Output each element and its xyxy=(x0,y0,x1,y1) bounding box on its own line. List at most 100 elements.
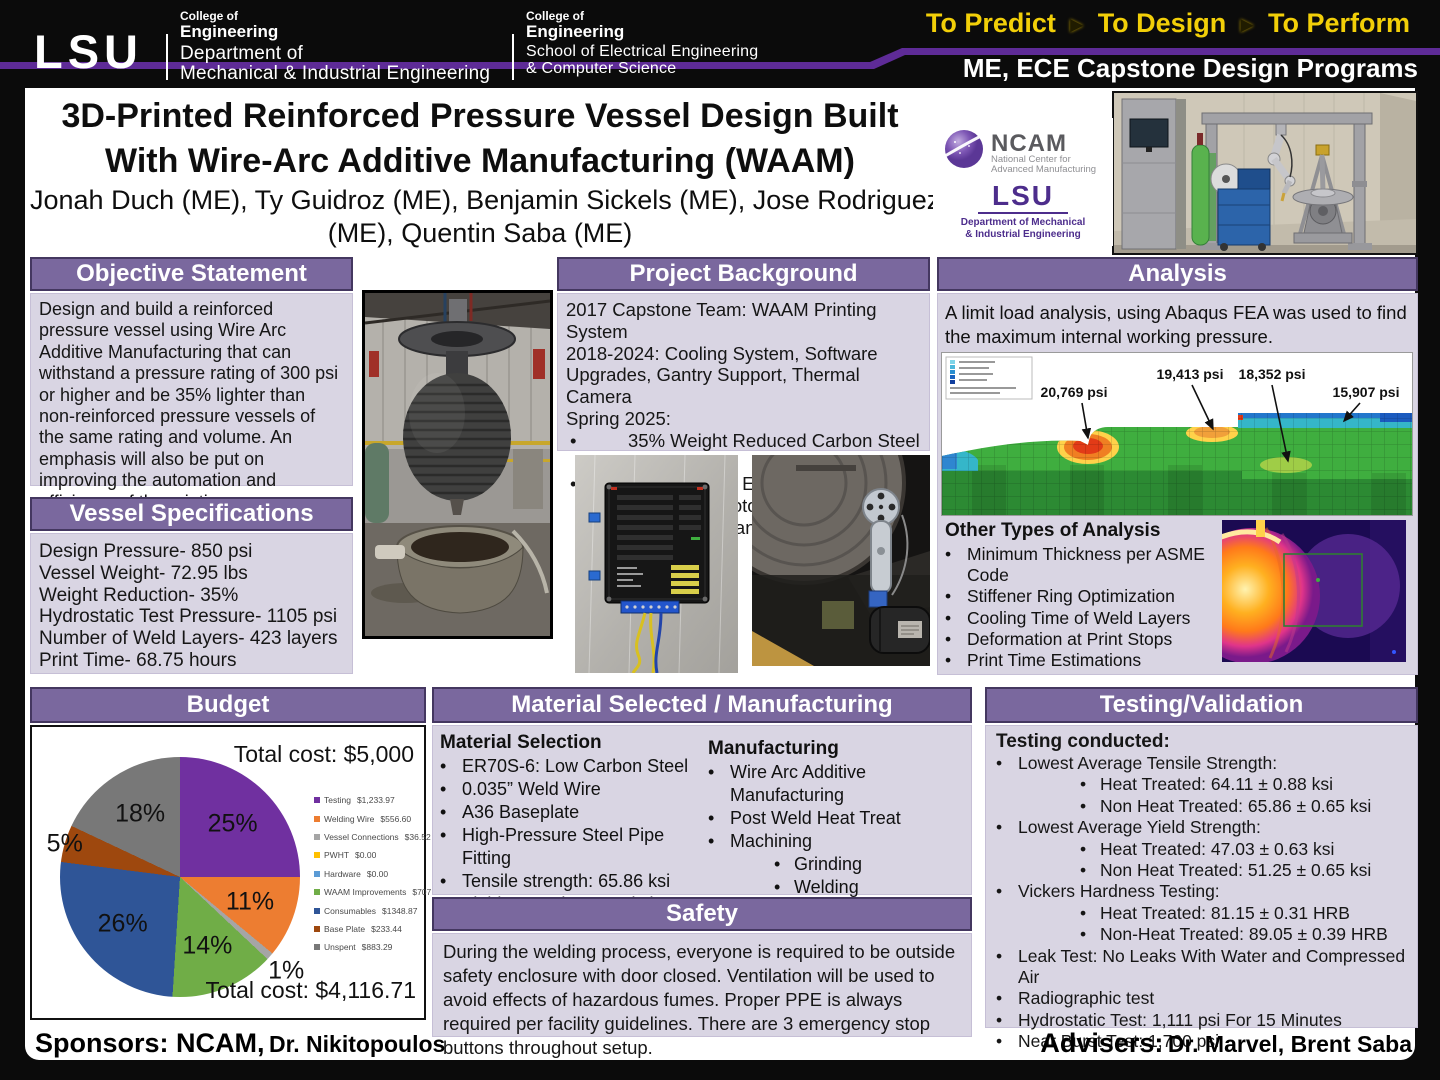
list-item: • Lowest Average Tensile Strength: xyxy=(996,753,1278,773)
list-item: Number of Weld Layers- 423 layers xyxy=(39,628,338,650)
bullet-icon: • xyxy=(774,854,781,874)
list-item: • Near Burst Test: 1,700 psi xyxy=(996,1031,1220,1052)
cad-render-image xyxy=(1112,91,1418,255)
list-item: Weight Reduction- 35% xyxy=(39,584,239,606)
controller-photo-scene xyxy=(575,455,738,673)
list-item: • Grinding xyxy=(774,854,863,874)
bullet-icon: • xyxy=(570,429,577,451)
legend-item: Vessel Connections $36.52 xyxy=(314,828,431,846)
other-analysis-bullets: • Minimum Thickness per ASME Code • Stiffen… xyxy=(945,544,1221,671)
material-selection-list: • ER70S-6: Low Carbon Steel • 0.035” Weld W… xyxy=(440,755,708,916)
list-item: • Machining xyxy=(708,831,813,851)
list-item: • Hydrostatic Test: 1,111 psi For 15 Minu… xyxy=(996,1009,1342,1030)
list-item: • Lowest Average Yield Strength: xyxy=(996,817,1261,838)
poster-title-line2: With Wire-Arc Additive Manufacturing (WA… xyxy=(105,142,855,180)
vessel-photo xyxy=(362,290,553,639)
engineering-label: Engineering xyxy=(180,21,279,41)
budget-pie-chart: 25% 11% 1% 14% 26% 5% 18% xyxy=(47,757,304,997)
bullet-icon: • xyxy=(708,808,715,828)
poster-title-line1: 3D-Printed Reinforced Pressure Vessel De… xyxy=(61,97,899,135)
project-background-header: Project Background xyxy=(557,257,930,291)
manufacturing-heading: Manufacturing xyxy=(708,738,839,759)
thermal-scene xyxy=(1222,520,1406,662)
lsu-dept-line2: & Industrial Engineering xyxy=(965,229,1081,240)
motor-controller-photo xyxy=(575,455,738,673)
list-item: • Heat Treated: 64.11 ± 0.88 ksi xyxy=(1080,774,1334,795)
advisers-line: Advisers: Dr. Marvel, Brent Saba xyxy=(1040,1028,1412,1059)
list-item: Vessel Weight- 72.95 lbs xyxy=(39,562,248,584)
list-item: • Minimum Thickness per ASME Code xyxy=(945,544,1205,586)
list-item: Hydrostatic Test Pressure- 1105 psi xyxy=(39,606,338,628)
bullet-icon: • xyxy=(996,1031,1003,1052)
bullet-icon: • xyxy=(945,607,952,628)
list-item: • Non-Heat Treated: 89.05 ± 0.39 HRB xyxy=(1080,924,1388,945)
advisers-label: Advisers: xyxy=(1040,1028,1164,1058)
vessel-specs-body: Design Pressure- 850 psi Vessel Weight- 7… xyxy=(30,533,353,674)
encoder-motor-photo xyxy=(752,455,930,666)
list-item: • Post Weld Heat Treat xyxy=(708,808,901,828)
bullet-icon: • xyxy=(774,877,781,897)
header-purple-stripe xyxy=(0,48,1440,69)
fea-plot: 20,769 psi 19,413 psi 18,352 psi 15,907 … xyxy=(942,353,1412,515)
list-item: Design Pressure- 850 psi xyxy=(39,541,253,562)
lsu-rule xyxy=(978,212,1068,214)
legend-swatch xyxy=(314,889,320,896)
motto-part: To Predict xyxy=(925,8,1056,38)
authors-line2: (ME), Quentin Saba (ME) xyxy=(327,218,633,248)
budget-legend: Testing $1,233.97 Welding Wire $556.60 Vesse… xyxy=(314,791,443,957)
arrow-icon: ► xyxy=(1236,12,1258,37)
legend-swatch xyxy=(314,797,320,804)
list-item: 2017 Capstone Team: WAAM Printing System xyxy=(566,299,877,342)
list-item: • A36 Baseplate xyxy=(440,802,580,822)
testing-body: Testing conducted: • Lowest Average Tensi… xyxy=(985,725,1418,1051)
total-budget-label: Total cost: $5,000 xyxy=(233,741,414,767)
bullet-icon: • xyxy=(1080,774,1087,795)
sponsors-line: Sponsors: NCAM, Dr. Nikitopoulos xyxy=(35,1028,445,1059)
list-item: • Heat Treated: 47.03 ± 0.63 ksi xyxy=(1080,838,1335,859)
fea-label-4: 15,907 psi xyxy=(1333,384,1400,400)
pie-percent-label: 1% xyxy=(268,956,305,985)
header-college-me: College of Engineering Department of Mec… xyxy=(180,10,490,84)
fea-label-1: 20,769 psi xyxy=(1041,384,1108,400)
project-background-title: Project Background xyxy=(629,260,858,287)
bullet-icon: • xyxy=(440,871,447,891)
bullet-icon: • xyxy=(945,650,952,671)
material-body xyxy=(432,725,972,895)
motto: To Predict ► To Design ► To Perform xyxy=(926,8,1410,39)
pie-percent-label: 18% xyxy=(115,799,166,828)
testing-header: Testing/Validation xyxy=(985,687,1418,723)
bullet-icon: • xyxy=(996,817,1003,838)
pie-percent-label: 25% xyxy=(207,809,258,838)
fea-label-2: 19,413 psi xyxy=(1157,366,1224,382)
program-title: ME, ECE Capstone Design Programs xyxy=(962,53,1418,83)
dept-line2: Mechanical & Industrial Engineering xyxy=(180,63,491,85)
project-background-body: 2017 Capstone Team: WAAM Printing System… xyxy=(557,293,930,538)
objective-body: Design and build a reinforced pressure v… xyxy=(30,293,353,512)
title-block: 3D-Printed Reinforced Pressure Vessel De… xyxy=(30,94,940,250)
pie-percent-label: 14% xyxy=(182,931,233,960)
legend-swatch xyxy=(314,815,320,822)
bullet-icon: • xyxy=(996,753,1003,773)
bullet-icon: • xyxy=(1080,795,1087,816)
logo-box: NCAM National Center for Advanced Manufa… xyxy=(933,118,1113,246)
bullet-icon: • xyxy=(440,825,447,845)
budget-chart-box: Total cost: $5,000 25% 11% 1% 14% 26% 5% 18% T… xyxy=(30,725,443,1020)
legend-item: Base Plate $233.44 xyxy=(314,920,424,938)
engineering-label: Engineering xyxy=(526,21,625,41)
manufacturing-list: • Wire Arc Additive Manufacturing • Post We… xyxy=(708,761,970,899)
sponsors-label: Sponsors: NCAM, xyxy=(35,1028,265,1058)
legend-item: Hardware $0.00 xyxy=(314,865,424,883)
list-item: • Non Heat Treated: 51.25 ± 0.65 ksi xyxy=(1080,860,1372,881)
list-item: • Stiffener Ring Optimization xyxy=(945,586,1175,607)
other-analysis-title: Other Types of Analysis xyxy=(945,520,1161,541)
fea-label-3: 18,352 psi xyxy=(1239,366,1306,382)
material-selection-column: Material Selection • ER70S-6: Low Carbon … xyxy=(440,731,708,916)
header-college-ece: College of Engineering School of Electri… xyxy=(526,10,758,78)
bullet-icon: • xyxy=(440,756,447,776)
analysis-title: Analysis xyxy=(1128,260,1227,287)
testing-conducted-heading: Testing conducted: xyxy=(996,731,1170,752)
legend-item: Consumables $1348.87 xyxy=(314,901,424,919)
school-line1: School of Electrical Engineering xyxy=(526,43,759,61)
encoder-photo-scene xyxy=(752,455,930,666)
